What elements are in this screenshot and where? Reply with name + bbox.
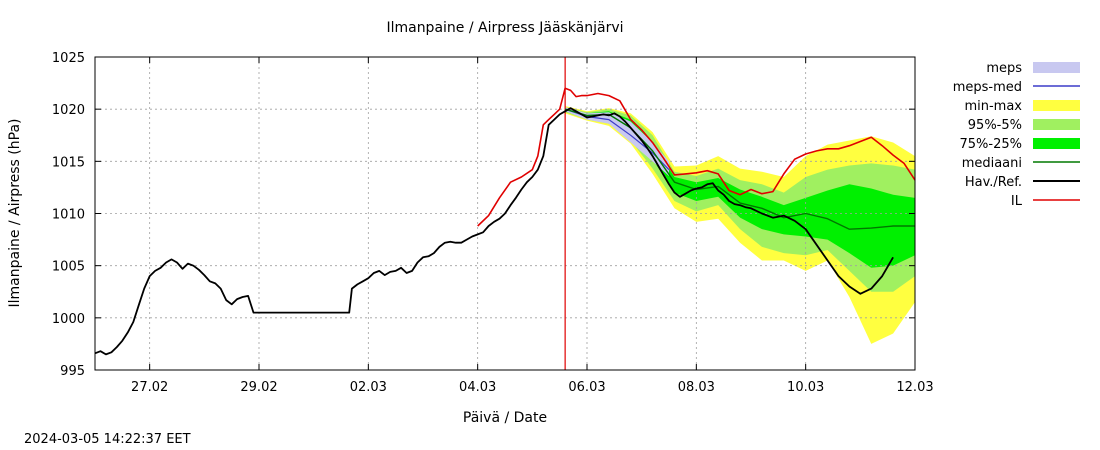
x-axis-label: Päivä / Date: [463, 410, 547, 426]
legend-label-meps-med: meps-med: [953, 80, 1022, 95]
x-tick-label: 04.03: [459, 380, 496, 395]
series-il: [477, 87, 916, 227]
y-tick-label: 1020: [52, 103, 85, 118]
legend: meps meps-med min-max 95%-5% 75%-25% mediaani…: [953, 61, 1080, 209]
legend-swatch-meps: [1033, 62, 1080, 73]
x-tick-label: 12.03: [896, 380, 933, 395]
series-mediaani: [564, 108, 915, 230]
plot-area: [94, 57, 916, 370]
x-tick-label: 08.03: [678, 380, 715, 395]
legend-label-p95-5: 95%-5%: [968, 118, 1022, 133]
x-tick-label: 10.03: [787, 380, 824, 395]
legend-label-minmax: min-max: [964, 99, 1022, 114]
legend-swatch-p95-5: [1033, 119, 1080, 130]
legend-label-il: IL: [1011, 194, 1023, 209]
x-tick-label: 06.03: [568, 380, 605, 395]
y-tick-label: 1010: [52, 208, 85, 223]
x-tick-label: 29.02: [240, 380, 277, 395]
y-tick-label: 1005: [52, 260, 85, 275]
legend-swatch-minmax: [1033, 100, 1080, 111]
y-axis-label: Ilmanpaine / Airpress (hPa): [7, 119, 23, 308]
x-tick-label: 27.02: [131, 380, 168, 395]
y-tick-label: 1000: [52, 312, 85, 327]
y-tick-label: 1015: [52, 155, 85, 170]
y-axis: 995 1000 1005 1010 1015 1020 1025: [52, 51, 915, 379]
chart-title: Ilmanpaine / Airpress Jääskänjärvi: [386, 20, 623, 36]
legend-label-p75-25: 75%-25%: [960, 137, 1022, 152]
lines-layer: [94, 57, 916, 370]
band-meps: [565, 107, 669, 176]
y-tick-label: 995: [60, 364, 85, 379]
legend-label-meps: meps: [986, 61, 1022, 76]
x-tick-label: 02.03: [350, 380, 387, 395]
x-axis: 27.02 29.02 02.03 04.03 06.03 08.03 10.03 12.03: [131, 57, 934, 395]
series-hav: [94, 107, 894, 356]
legend-label-mediaani: mediaani: [962, 156, 1022, 171]
timestamp: 2024-03-05 14:22:37 EET: [24, 432, 191, 447]
legend-label-hav: Hav./Ref.: [965, 175, 1022, 190]
legend-swatch-p75-25: [1033, 138, 1080, 149]
y-tick-label: 1025: [52, 51, 85, 66]
